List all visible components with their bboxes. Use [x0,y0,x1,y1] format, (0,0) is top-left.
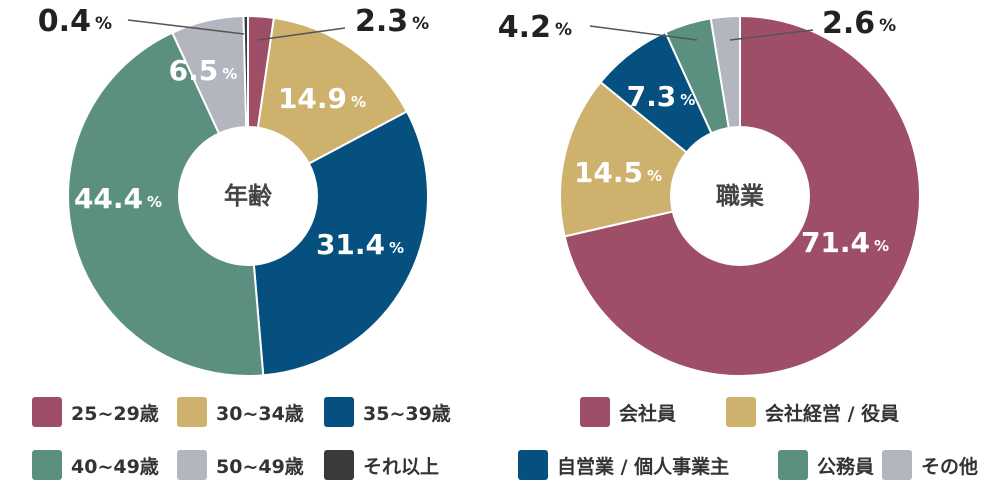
leader-line [729,29,814,41]
legend-item: 35~39歳 [324,397,451,427]
legend-swatch [778,450,808,480]
legend-label: 会社経営 / 役員 [765,402,900,425]
legend-item: 会社員 [580,397,676,427]
occupation-donut: 職業 [559,14,921,377]
legend-label: 公務員 [817,455,875,478]
legend-swatch [882,450,912,480]
legend-swatch [324,450,354,480]
value-label: 6.5% [169,54,238,87]
legend-label: 会社員 [619,402,677,425]
leader-line [257,27,346,41]
legend-label: 30~34歳 [216,402,304,425]
center-label: 年齢 [224,182,273,210]
legend-item: 30~34歳 [177,397,304,427]
value-label: 71.4% [801,226,889,259]
legend-label: 35~39歳 [363,402,451,425]
legend-swatch [518,450,548,480]
legend-label: 25~29歳 [71,402,159,425]
legend-item: その他 [882,450,978,480]
legend-swatch [177,450,207,480]
legend-item: 会社経営 / 役員 [726,397,899,427]
value-label: 4.2% [498,10,572,45]
value-label: 0.4% [38,4,112,39]
center-label: 職業 [716,182,764,210]
legend-item: 50~49歳 [177,450,304,480]
legend-label: 50~49歳 [216,455,304,478]
legend-item: 40~49歳 [32,450,159,480]
legend-item: 公務員 [778,450,874,480]
value-label: 44.4% [74,182,162,215]
value-label: 14.9% [278,82,366,115]
leader-line [589,25,698,41]
donut-hole [670,126,810,266]
legend-item: それ以上 [324,450,439,480]
value-label: 2.6% [822,6,896,41]
value-label: 31.4% [316,228,404,261]
value-label: 2.3% [355,4,429,39]
legend-swatch [32,397,62,427]
slice-age-3 [67,31,265,377]
legend-swatch [726,397,756,427]
legend-item: 25~29歳 [32,397,159,427]
donut-hole [178,126,318,266]
leader-line [127,19,245,35]
legend-swatch [580,397,610,427]
value-label: 7.3% [627,80,696,113]
legend-label: 自営業 / 個人事業主 [557,455,730,478]
legend-item: 自営業 / 個人事業主 [518,450,729,480]
value-label: 14.5% [574,156,662,189]
legend-swatch [177,397,207,427]
legend-swatch [32,450,62,480]
legend-label: その他 [921,455,979,478]
legend-label: 40~49歳 [71,455,159,478]
legend-swatch [324,397,354,427]
age-donut: 年齢 [67,14,429,377]
legend-label: それ以上 [363,455,440,478]
